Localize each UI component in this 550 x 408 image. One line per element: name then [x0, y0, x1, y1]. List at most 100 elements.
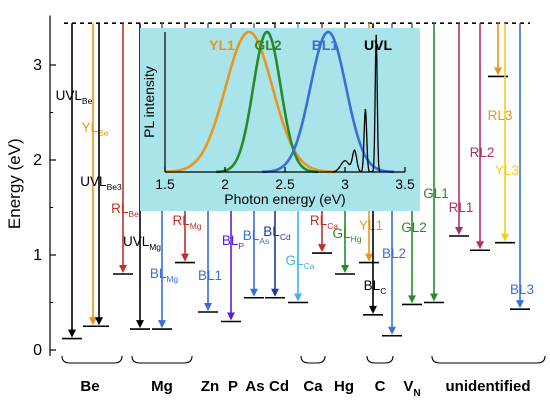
defect-level: GL1: [423, 23, 449, 304]
level-label: RLCa: [310, 213, 338, 231]
level-name: GL: [333, 226, 352, 241]
level-name: GL1: [423, 186, 449, 201]
group-label: Zn: [201, 378, 219, 395]
level-name: BL2: [382, 246, 406, 261]
level-subscript: Mg: [149, 242, 161, 252]
y-axis-title: Energy (eV): [5, 138, 24, 229]
level-arrowhead: [68, 329, 76, 338]
level-name: BL1: [198, 268, 222, 283]
level-label: BLMg: [150, 266, 179, 284]
level-name: YL: [82, 120, 99, 135]
level-name: BL: [222, 233, 239, 248]
inset-axes: 1.5 2 2.5 3 3.5: [155, 32, 415, 192]
level-arrowhead: [365, 253, 373, 262]
level-name: BL: [243, 228, 260, 243]
level-name: YL3: [495, 163, 519, 178]
level-arrowhead: [318, 244, 326, 253]
defect-level: RL3: [488, 23, 513, 123]
level-name: RL1: [449, 200, 474, 215]
inset-series-label: BL1: [312, 37, 339, 53]
level-label: GLCa: [286, 253, 315, 271]
inset-series-label: YL1: [209, 37, 235, 53]
inset-y-axis-title: PL intensity: [141, 66, 157, 138]
level-arrowhead: [89, 317, 97, 326]
inset-series-label: UVL: [364, 37, 392, 53]
inset-curves: [165, 30, 395, 174]
level-subscript: Cd: [280, 232, 291, 242]
level-subscript: P: [238, 241, 244, 251]
inset-x-axis-title: Photon energy (eV): [224, 191, 345, 207]
level-label: RL1: [449, 200, 474, 215]
level-arrowhead: [250, 288, 258, 297]
level-subscript: Hg: [351, 234, 362, 244]
y-tick-label: 3: [33, 57, 42, 74]
y-tick-label: 1: [33, 247, 42, 264]
defect-level: BL3: [510, 23, 534, 310]
defect-level: UVLBe3: [80, 23, 122, 328]
y-ticks: 0 1 2 3: [33, 57, 56, 359]
level-label: BLC: [364, 278, 387, 296]
group-label: C: [375, 378, 386, 395]
group-label: Ca: [303, 378, 323, 395]
level-arrowhead: [388, 326, 396, 335]
inset-x-tick-label: 2: [221, 176, 229, 192]
level-label: RL2: [470, 145, 495, 160]
group-label: Cd: [269, 378, 289, 395]
inset-x-tick-label: 3: [341, 176, 349, 192]
defect-level: UVLBe: [56, 23, 93, 340]
level-name: RL3: [488, 108, 513, 123]
level-label: YL3: [495, 163, 519, 178]
level-arrowhead: [271, 288, 279, 297]
level-label: UVLBe3: [80, 174, 122, 192]
level-subscript: Mg: [190, 221, 202, 231]
level-label: GL2: [401, 220, 427, 235]
level-name: GL: [286, 253, 305, 268]
level-label: RLMg: [172, 213, 201, 231]
level-label: BLP: [222, 233, 245, 251]
level-arrowhead: [430, 293, 438, 302]
level-name: BL: [150, 266, 167, 281]
level-label: BL1: [198, 268, 222, 283]
group-bracket: [131, 355, 193, 364]
level-name: BL: [364, 278, 381, 293]
level-arrowhead: [136, 320, 144, 329]
defect-level: YL3: [495, 23, 519, 244]
level-subscript: Be: [98, 128, 109, 138]
level-name: BL: [263, 224, 280, 239]
defect-level: RL2: [470, 23, 495, 252]
level-arrowhead: [408, 295, 416, 304]
level-subscript: Mg: [166, 274, 178, 284]
level-name: GL2: [401, 220, 427, 235]
level-label: YLBe: [82, 120, 109, 138]
axes: Energy (eV) 0 1 2 3: [5, 15, 56, 359]
level-arrowhead: [476, 241, 484, 250]
group-label: Mg: [151, 378, 173, 395]
group-label: Hg: [334, 378, 354, 395]
group-bracket: [431, 355, 546, 364]
level-name: RL: [172, 213, 190, 228]
group-label: unidentified: [446, 378, 531, 395]
group-label: As: [245, 378, 264, 395]
level-name: RL2: [470, 145, 495, 160]
level-name: UVL: [123, 234, 150, 249]
level-subscript: As: [259, 236, 269, 246]
pl-curve: [261, 30, 395, 174]
inset-x-tick-label: 2.5: [275, 176, 295, 192]
pl-curve: [165, 30, 337, 174]
level-name: BL3: [510, 282, 534, 297]
group-label-sub: N: [413, 388, 420, 399]
level-label: GL1: [423, 186, 449, 201]
level-subscript: Be: [82, 96, 93, 106]
level-arrowhead: [119, 265, 127, 273]
level-arrowhead: [95, 317, 103, 326]
level-arrowhead: [181, 253, 189, 262]
y-tick-label: 0: [33, 342, 42, 359]
level-label: UVLMg: [123, 234, 161, 252]
level-subscript: Be3: [107, 182, 122, 192]
defect-level: RL1: [449, 23, 474, 237]
element-groups: Be Mg Zn P As Cd Ca Hg C VN unidentified: [61, 355, 546, 399]
level-label: GLHg: [333, 226, 362, 244]
level-arrowhead: [227, 312, 235, 321]
y-tick-label: 2: [33, 152, 42, 169]
